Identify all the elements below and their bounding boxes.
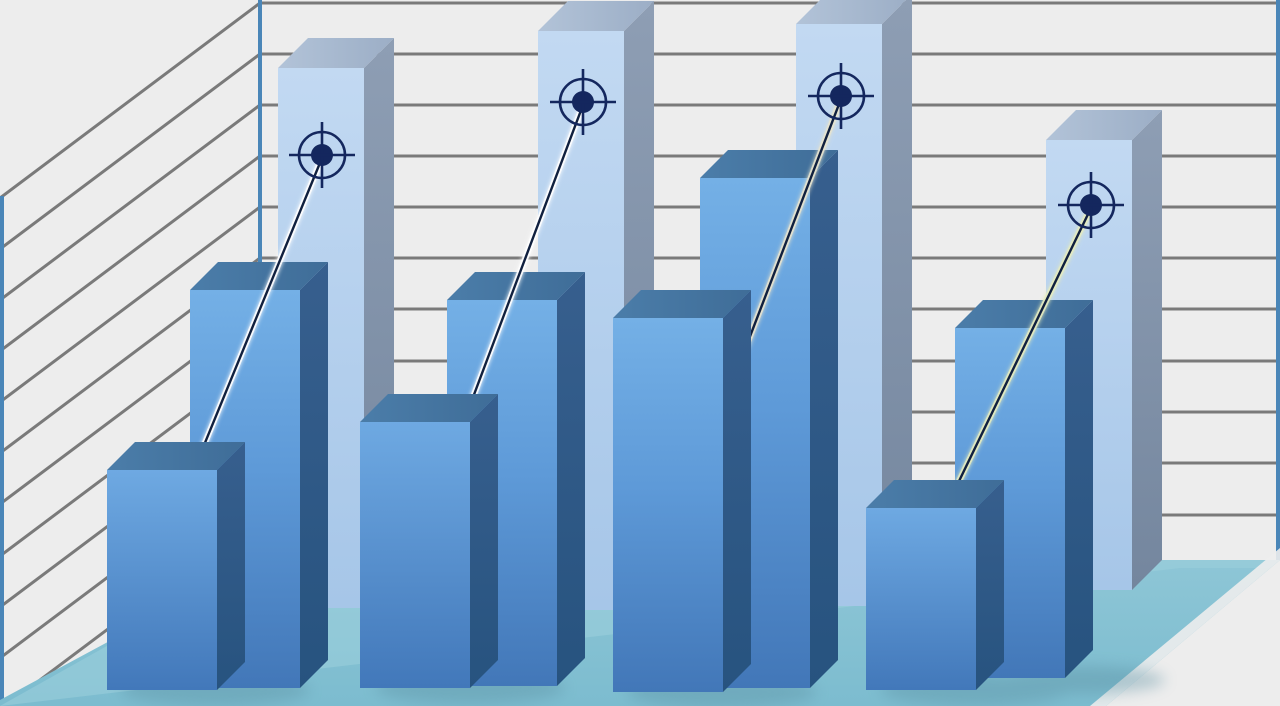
front-bar-group-3[interactable] bbox=[360, 394, 498, 688]
front-bar-8-top bbox=[955, 300, 1093, 328]
front-bar-group-1[interactable] bbox=[107, 442, 245, 690]
front-bar-5-side bbox=[723, 290, 751, 692]
front-bar-group-7[interactable] bbox=[866, 480, 1004, 690]
front-bar-3-side bbox=[470, 394, 498, 688]
front-bar-2-top bbox=[190, 262, 328, 290]
front-bar-6-side bbox=[810, 150, 838, 688]
back-bar-1-top bbox=[278, 38, 394, 68]
side-gridline-1 bbox=[0, 1, 261, 200]
front-bar-7-side bbox=[976, 480, 1004, 690]
target-marker-4[interactable] bbox=[1058, 172, 1124, 238]
target-marker-1[interactable] bbox=[289, 122, 355, 188]
back-bar-2-top bbox=[538, 1, 654, 31]
front-bar-5-face bbox=[613, 318, 723, 692]
front-bar-2-side bbox=[300, 262, 328, 688]
back-bar-4-top bbox=[1046, 110, 1162, 140]
front-bar-3-top bbox=[360, 394, 498, 422]
side-gridline-2 bbox=[0, 52, 261, 251]
front-bar-1-face bbox=[107, 470, 217, 690]
front-bar-7-top bbox=[866, 480, 1004, 508]
target-marker-group bbox=[289, 63, 1124, 238]
back-bar-3-top bbox=[796, 0, 906, 24]
front-bar-3-face bbox=[360, 422, 470, 688]
front-bar-6-top bbox=[700, 150, 838, 178]
front-bar-5-top bbox=[613, 290, 751, 318]
front-bar-1-top bbox=[107, 442, 245, 470]
side-gridline-5 bbox=[0, 205, 261, 404]
target-marker-3[interactable] bbox=[808, 63, 874, 129]
front-bar-1-side bbox=[217, 442, 245, 690]
front-bar-group-5[interactable] bbox=[613, 290, 751, 692]
target-marker-2[interactable] bbox=[550, 69, 616, 135]
side-gridline-3 bbox=[0, 103, 261, 302]
back-bar-3-side bbox=[882, 0, 912, 606]
side-gridline-4 bbox=[0, 154, 261, 353]
front-bar-4-side bbox=[557, 272, 585, 686]
back-bar-4-side bbox=[1132, 110, 1162, 590]
front-bar-8-side bbox=[1065, 300, 1093, 678]
front-bar-7-face bbox=[866, 508, 976, 690]
